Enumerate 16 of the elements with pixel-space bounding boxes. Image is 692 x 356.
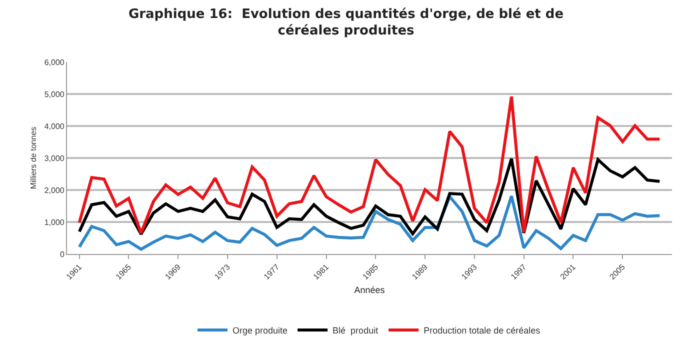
y-tick-label: 6,000 bbox=[44, 58, 65, 67]
y-tick-label: 1,000 bbox=[44, 218, 65, 227]
y-axis-title: Milliers de tonnes bbox=[29, 126, 38, 190]
y-tick-label: 4,000 bbox=[44, 122, 65, 131]
legend-label: Orge produite bbox=[232, 325, 288, 336]
line-series bbox=[78, 194, 662, 251]
line-series bbox=[78, 95, 662, 235]
legend-label: Production totale de céréales bbox=[424, 325, 541, 336]
y-tick-label: 3,000 bbox=[44, 154, 65, 163]
y-tick-label: 2,000 bbox=[44, 186, 65, 195]
x-axis-title: Années bbox=[354, 285, 386, 296]
chart-title: Graphique 16: Evolution des quantités d'orge, de blé et de céréales produites bbox=[128, 6, 564, 39]
line-series bbox=[78, 157, 662, 236]
y-tick-label: 5,000 bbox=[44, 90, 65, 99]
legend-label: Blé produit bbox=[332, 325, 379, 336]
y-tick-label: 0 bbox=[60, 250, 65, 259]
